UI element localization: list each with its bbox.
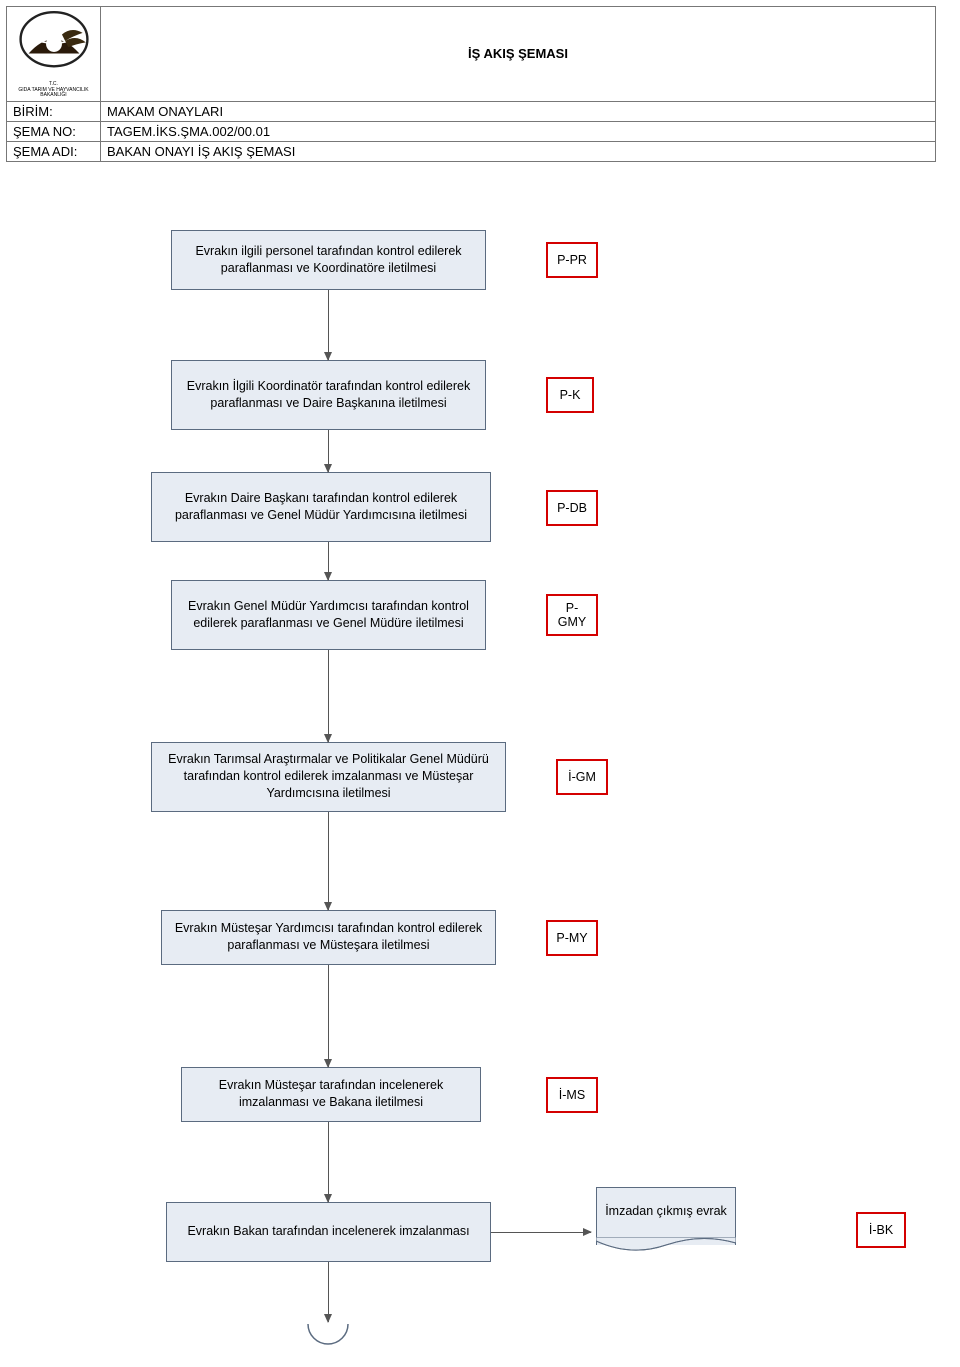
arrow-down-3 [328,650,329,742]
code-box-c8: İ-BK [856,1212,906,1248]
code-box-c2: P-K [546,377,594,413]
logo-line3: BAKANLIĞI [40,92,66,98]
arrow-down-1 [328,430,329,472]
code-box-c6: P-MY [546,920,598,956]
code-box-c7: İ-MS [546,1077,598,1113]
document-node-d1: İmzadan çıkmış evrak [596,1187,736,1245]
page-root: T.C. GIDA TARIM VE HAYVANCILIK BAKANLIĞI… [0,6,960,1352]
code-box-c5: İ-GM [556,759,608,795]
ministry-logo-icon [14,9,94,79]
arrow-down-6 [328,1122,329,1202]
arrow-right-0 [491,1232,591,1233]
process-node-n4: Evrakın Genel Müdür Yardımcısı tarafında… [171,580,486,650]
process-node-n3: Evrakın Daire Başkanı tarafından kontrol… [151,472,491,542]
code-box-c3: P-DB [546,490,598,526]
arrow-down-7 [328,1262,329,1322]
process-node-n1: Evrakın ilgili personel tarafından kontr… [171,230,486,290]
logo-caption: T.C. GIDA TARIM VE HAYVANCILIK BAKANLIĞI [9,82,98,99]
header-value-1: TAGEM.İKS.ŞMA.002/00.01 [101,121,936,141]
header-label-2: ŞEMA ADI: [7,141,101,161]
process-node-n7: Evrakın Müsteşar tarafından incelenerek … [181,1067,481,1122]
process-node-n5: Evrakın Tarımsal Araştırmalar ve Politik… [151,742,506,812]
process-node-n2: Evrakın İlgili Koordinatör tarafından ko… [171,360,486,430]
header-label-1: ŞEMA NO: [7,121,101,141]
flowchart-canvas: Evrakın ilgili personel tarafından kontr… [6,162,936,1352]
process-node-n6: Evrakın Müsteşar Yardımcısı tarafından k… [161,910,496,965]
arrow-down-0 [328,290,329,360]
page-title: İŞ AKIŞ ŞEMASI [101,7,936,102]
code-box-c4: P-GMY [546,594,598,636]
logo-cell: T.C. GIDA TARIM VE HAYVANCILIK BAKANLIĞI [7,7,101,102]
arrow-down-4 [328,812,329,910]
header-table: T.C. GIDA TARIM VE HAYVANCILIK BAKANLIĞI… [6,6,936,162]
off-page-connector-icon [306,1322,350,1346]
code-box-c1: P-PR [546,242,598,278]
arrow-down-2 [328,542,329,580]
header-value-0: MAKAM ONAYLARI [101,101,936,121]
process-node-n8: Evrakın Bakan tarafından incelenerek imz… [166,1202,491,1262]
header-value-2: BAKAN ONAYI İŞ AKIŞ ŞEMASI [101,141,936,161]
arrow-down-5 [328,965,329,1067]
header-label-0: BİRİM: [7,101,101,121]
